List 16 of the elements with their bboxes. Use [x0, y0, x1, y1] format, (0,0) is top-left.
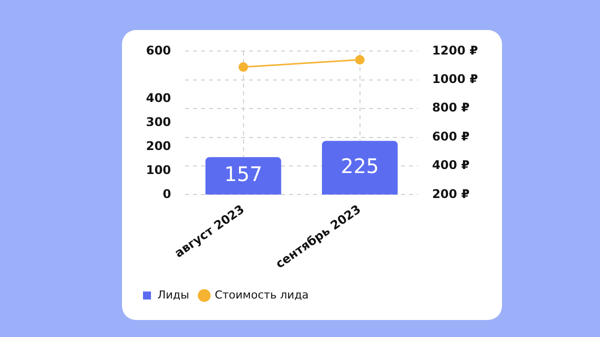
- text: 157: [224, 162, 262, 186]
- y2-tick-label: 400 ₽: [432, 158, 470, 172]
- y-tick-label: 0: [162, 186, 172, 201]
- y-tick-label: 100: [146, 162, 172, 177]
- y-tick-label: 200: [146, 138, 172, 153]
- text: 225: [340, 154, 379, 178]
- y-tick-label: 600: [146, 43, 172, 58]
- y-tick-label: 300: [146, 115, 172, 130]
- legend-label: Стоимость лида: [214, 288, 309, 302]
- y-tick-label: 400: [146, 91, 172, 106]
- y2-tick-label: 200 ₽: [432, 186, 470, 201]
- y2-tick-label: 600 ₽: [432, 129, 470, 144]
- y2-tick-label: 1000 ₽: [432, 72, 478, 86]
- y2-tick-label: 1200 ₽: [432, 43, 478, 58]
- legend-label: Лиды: [158, 288, 190, 302]
- y2-tick-label: 800 ₽: [432, 100, 470, 115]
